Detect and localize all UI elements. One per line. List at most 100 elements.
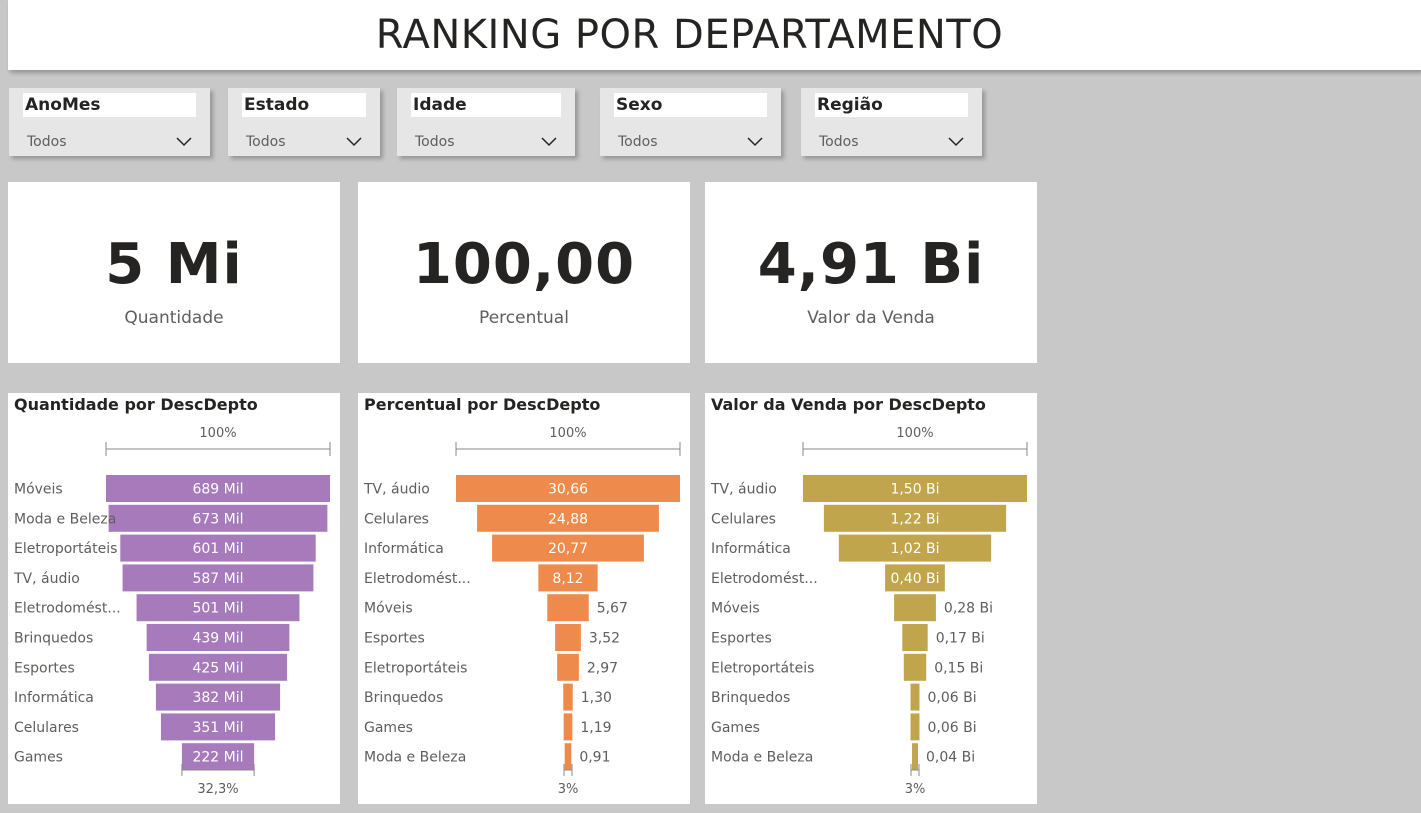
funnel-value-label: 30,66 [548, 482, 588, 498]
funnel-category-label: Celulares [711, 511, 776, 527]
funnel-category-label: Games [14, 750, 63, 766]
funnel-bar[interactable] [155, 683, 281, 711]
funnel-value-label: 1,50 Bi [890, 482, 939, 498]
funnel-percentual-svg[interactable]: 100% TV, áudio 30,66 Celulares 24,88 Informát… [358, 393, 690, 804]
funnel-value-label: 382 Mil [192, 690, 243, 706]
chevron-down-icon[interactable] [346, 137, 362, 147]
funnel-bar[interactable] [902, 624, 928, 651]
funnel-quantidade[interactable]: Quantidade por DescDepto 100% Móveis 689 M… [8, 393, 340, 804]
funnel-valor-venda[interactable]: Valor da Venda por DescDepto 100% TV, áud… [705, 393, 1037, 804]
funnel-category-label: Móveis [711, 601, 760, 617]
chevron-down-icon[interactable] [948, 137, 964, 147]
funnel-bar[interactable] [903, 653, 927, 681]
funnel-category-label: Eletrodomést... [14, 601, 121, 617]
slicer-idade-value[interactable]: Todos [415, 134, 455, 150]
card-quantidade-label: Quantidade [124, 308, 224, 328]
funnel-bar[interactable] [136, 594, 300, 622]
funnel-bar[interactable] [910, 683, 920, 711]
funnel-category-label: Eletrodomést... [711, 571, 818, 587]
slicer-anomes-value[interactable]: Todos [27, 134, 67, 150]
funnel-quantidade-svg[interactable]: 100% Móveis 689 Mil Moda e Beleza 673 Mil Ele… [8, 393, 340, 804]
funnel-valor-venda-svg[interactable]: 100% TV, áudio 1,50 Bi Celulares 1,22 Bi Info… [705, 393, 1037, 804]
funnel-bar[interactable] [564, 743, 572, 771]
funnel-category-label: Eletroportáteis [364, 660, 467, 676]
funnel-bar[interactable] [108, 504, 328, 532]
funnel-bar[interactable] [477, 504, 659, 532]
slicer-sexo-label: Sexo [614, 93, 767, 117]
page-title: RANKING POR DEPARTAMENTO [375, 12, 1004, 58]
funnel-bottom-bracket [563, 764, 573, 776]
funnel-bar[interactable] [160, 713, 276, 741]
funnel-value-label: 0,04 Bi [926, 750, 975, 766]
funnel-category-label: Eletroportáteis [711, 660, 814, 676]
chevron-down-icon[interactable] [176, 137, 192, 147]
funnel-value-label: 1,02 Bi [890, 541, 939, 557]
card-percentual-value: 100,00 [412, 232, 636, 297]
card-quantidade-value: 5 Mi [105, 232, 243, 297]
funnel-top-label: 100% [549, 426, 586, 441]
funnel-bar[interactable] [557, 653, 579, 681]
funnel-value-label: 587 Mil [192, 571, 243, 587]
funnel-bar[interactable] [106, 475, 330, 502]
card-valor-venda-label: Valor da Venda [807, 308, 935, 328]
funnel-value-label: 0,06 Bi [927, 690, 976, 706]
funnel-value-label: 1,19 [580, 720, 611, 736]
funnel-percentual[interactable]: Percentual por DescDepto 100% TV, áudio 30… [358, 393, 690, 804]
funnel-bar[interactable] [122, 564, 314, 592]
funnel-value-label: 0,40 Bi [890, 571, 939, 587]
funnel-value-label: 0,17 Bi [936, 631, 985, 647]
slicer-idade[interactable]: Idade Todos [397, 88, 575, 156]
slicer-sexo[interactable]: Sexo Todos [600, 88, 781, 156]
funnel-bar[interactable] [492, 534, 644, 562]
card-valor-venda[interactable]: 4,91 Bi Valor da Venda [705, 182, 1037, 363]
funnel-value-label: 689 Mil [192, 482, 243, 498]
funnel-category-label: Móveis [364, 601, 413, 617]
funnel-category-label: Esportes [14, 660, 75, 676]
funnel-bar[interactable] [823, 504, 1007, 532]
funnel-value-label: 20,77 [548, 541, 588, 557]
funnel-bar[interactable] [912, 743, 918, 771]
funnel-bar[interactable] [120, 534, 316, 562]
card-percentual[interactable]: 100,00 Percentual [358, 182, 690, 363]
funnel-bottom-bracket [910, 764, 920, 776]
funnel-top-bracket [105, 442, 331, 456]
funnel-bar[interactable] [563, 683, 573, 711]
funnel-bar[interactable] [910, 713, 920, 741]
funnel-category-label: Celulares [364, 511, 429, 527]
funnel-value-label: 0,15 Bi [934, 660, 983, 676]
funnel-bar[interactable] [456, 475, 680, 502]
slicer-regiao-value[interactable]: Todos [819, 134, 859, 150]
funnel-bar[interactable] [181, 743, 255, 771]
slicer-estado-label: Estado [242, 93, 366, 117]
funnel-bar[interactable] [838, 534, 992, 562]
funnel-category-label: TV, áudio [710, 482, 777, 498]
funnel-bar[interactable] [894, 594, 936, 622]
funnel-bar[interactable] [148, 653, 288, 681]
chart-title: Percentual por DescDepto [364, 395, 601, 414]
funnel-bar[interactable] [885, 564, 945, 592]
chevron-down-icon[interactable] [747, 137, 763, 147]
funnel-value-label: 0,06 Bi [927, 720, 976, 736]
funnel-value-label: 351 Mil [192, 720, 243, 736]
funnel-category-label: TV, áudio [363, 482, 430, 498]
slicer-estado[interactable]: Estado Todos [228, 88, 380, 156]
funnel-bar[interactable] [555, 624, 581, 651]
card-percentual-label: Percentual [479, 308, 569, 328]
chart-title: Quantidade por DescDepto [14, 395, 258, 414]
funnel-bar[interactable] [146, 624, 290, 651]
chevron-down-icon[interactable] [541, 137, 557, 147]
funnel-value-label: 0,28 Bi [944, 601, 993, 617]
card-quantidade[interactable]: 5 Mi Quantidade [8, 182, 340, 363]
funnel-bar[interactable] [803, 475, 1027, 502]
funnel-bar[interactable] [538, 564, 598, 592]
slicer-estado-value[interactable]: Todos [246, 134, 286, 150]
funnel-bar[interactable] [547, 594, 589, 622]
slicer-anomes[interactable]: AnoMes Todos [9, 88, 210, 156]
funnel-category-label: Informática [711, 541, 791, 557]
slicer-regiao[interactable]: Região Todos [801, 88, 982, 156]
funnel-category-label: Brinquedos [14, 631, 93, 647]
funnel-bar[interactable] [563, 713, 573, 741]
funnel-value-label: 5,67 [597, 601, 628, 617]
funnel-top-bracket [802, 442, 1028, 456]
slicer-sexo-value[interactable]: Todos [618, 134, 658, 150]
